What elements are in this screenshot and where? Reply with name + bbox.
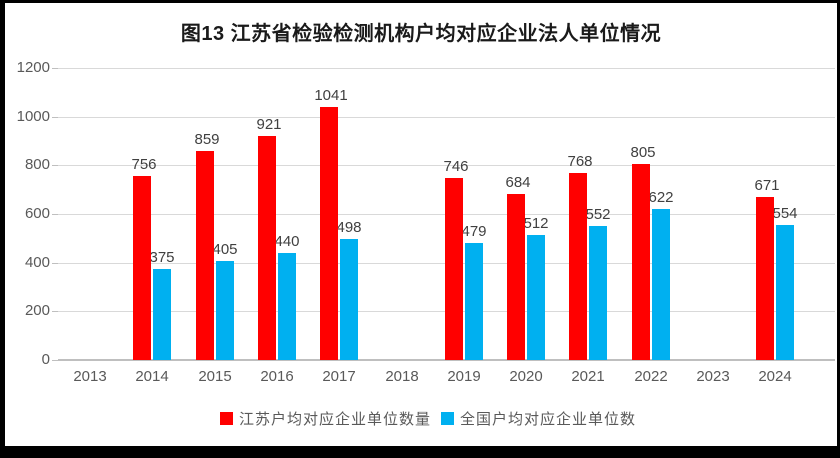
y-axis-tick [52,360,58,361]
y-axis-tick [52,165,58,166]
bar-jiangsu-2024 [756,197,774,360]
gridline [58,68,835,69]
legend-swatch-jiangsu-icon [219,412,233,425]
legend-swatch-national-icon [441,412,454,425]
bar-value-label-national-2022: 622 [648,189,674,206]
bar-jiangsu-2015 [196,151,214,360]
x-axis-label: 2021 [571,368,605,385]
x-axis-label: 2015 [198,368,232,385]
x-axis-label: 2017 [322,368,356,385]
y-axis-label: 200 [24,302,50,319]
bar-value-label-national-2020: 512 [523,215,549,232]
bar-value-label-jiangsu-2017: 1041 [314,87,348,104]
bar-value-label-jiangsu-2016: 921 [256,116,282,133]
y-axis-tick [52,263,58,264]
y-axis-label: 600 [24,205,50,222]
x-axis-label: 2020 [509,368,543,385]
gridline [58,117,835,118]
bar-value-label-jiangsu-2022: 805 [630,144,656,161]
bar-jiangsu-2014 [133,176,151,360]
bar-national-2017 [340,239,358,360]
bar-national-2021 [589,226,607,360]
bar-value-label-jiangsu-2019: 746 [443,158,469,175]
x-axis-label: 2024 [758,368,792,385]
legend-label-jiangsu: 江苏户均对应企业单位数量 [238,411,431,428]
y-axis-label: 800 [24,156,50,173]
bar-national-2022 [652,209,670,360]
bar-value-label-national-2015: 405 [212,241,238,258]
bar-value-label-jiangsu-2015: 859 [194,131,220,148]
x-axis-label: 2014 [135,368,169,385]
bar-national-2016 [278,253,296,360]
y-axis-label: 1200 [16,59,50,76]
x-axis-label: 2013 [73,368,107,385]
y-axis-label: 400 [24,254,50,271]
y-axis-tick [52,117,58,118]
legend-item-jiangsu: 江苏户均对应企业单位数量 [219,408,431,429]
y-axis-tick [52,214,58,215]
bar-national-2019 [465,243,483,360]
y-axis-label: 1000 [16,108,50,125]
bar-national-2015 [216,261,234,360]
bar-value-label-national-2014: 375 [149,249,175,266]
bar-value-label-jiangsu-2024: 671 [754,177,780,194]
legend-item-national: 全国户均对应企业单位数 [441,408,636,429]
bar-jiangsu-2016 [258,136,276,360]
bar-jiangsu-2017 [320,107,338,360]
x-axis-label: 2018 [385,368,419,385]
x-axis-label: 2023 [696,368,730,385]
bar-jiangsu-2020 [507,194,525,360]
bar-value-label-national-2024: 554 [772,205,798,222]
bar-value-label-jiangsu-2020: 684 [505,174,531,191]
bar-value-label-national-2021: 552 [585,206,611,223]
x-axis-label: 2016 [260,368,294,385]
bar-national-2014 [153,269,171,360]
bar-value-label-national-2019: 479 [461,223,487,240]
bar-national-2020 [527,235,545,360]
x-axis-label: 2019 [447,368,481,385]
chart-legend: 江苏户均对应企业单位数量 全国户均对应企业单位数 [5,408,837,429]
gridline [58,165,835,166]
bar-jiangsu-2021 [569,173,587,360]
y-axis-tick [52,311,58,312]
x-axis-label: 2022 [634,368,668,385]
chart-title: 图13 江苏省检验检测机构户均对应企业法人单位情况 [180,23,662,45]
bar-value-label-jiangsu-2014: 756 [131,156,157,173]
bar-value-label-national-2017: 498 [336,219,362,236]
bar-value-label-national-2016: 440 [274,233,300,250]
bar-jiangsu-2019 [445,178,463,360]
bar-jiangsu-2022 [632,164,650,360]
y-axis-tick [52,68,58,69]
legend-label-national: 全国户均对应企业单位数 [460,411,637,428]
x-axis-line [58,359,835,361]
bar-national-2024 [776,225,794,360]
y-axis-label: 0 [41,351,50,368]
bar-value-label-jiangsu-2021: 768 [567,153,593,170]
